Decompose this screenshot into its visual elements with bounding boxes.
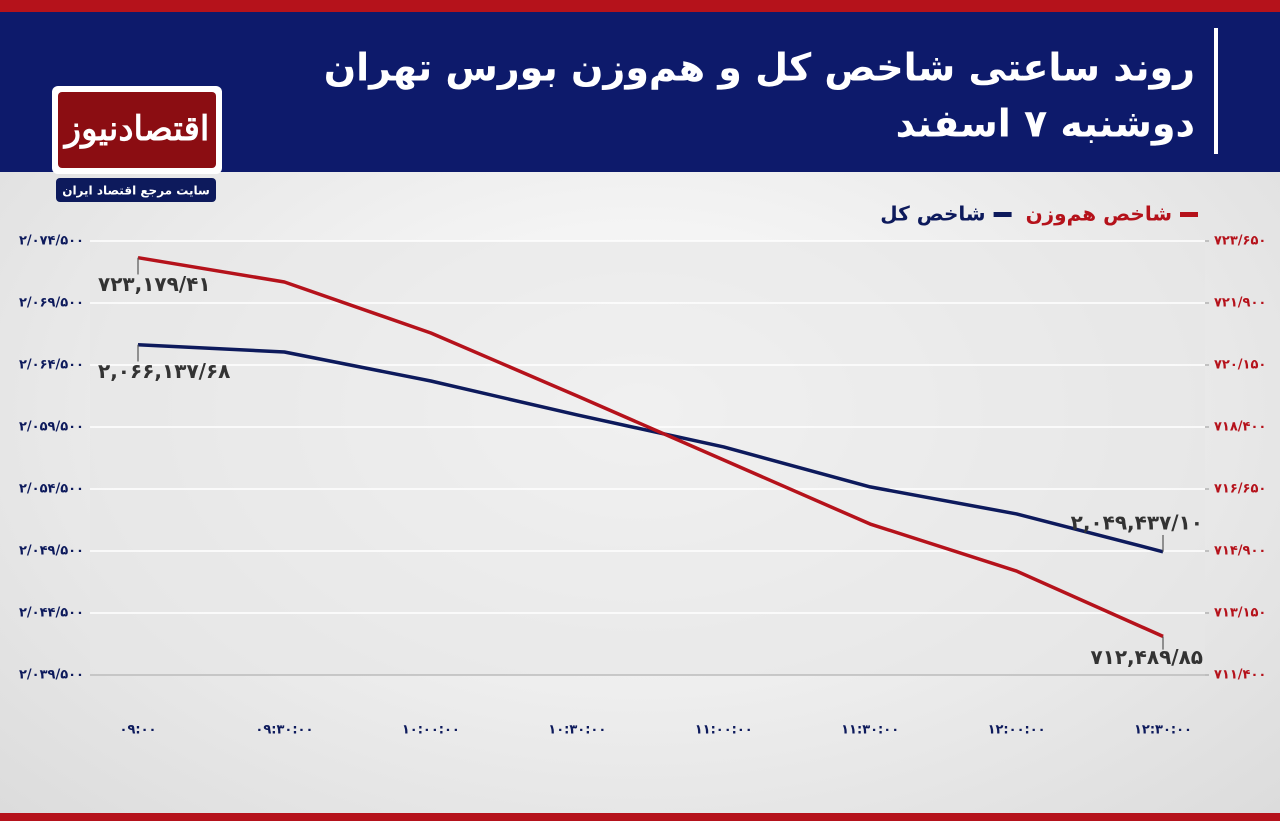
y2-tick-label: ۷۱۸/۴۰۰ xyxy=(1214,420,1266,435)
series-line xyxy=(137,342,1164,554)
x-tick-label: ۰۹:۳۰:۰۰ xyxy=(255,723,313,738)
y2-tick-label: ۷۲۳/۶۵۰ xyxy=(1214,234,1266,249)
x-tick-label: ۱۲:۰۰:۰۰ xyxy=(988,723,1046,738)
x-tick-label: ۰۹:۰۰ xyxy=(120,723,157,738)
y-tick-label: ۲/۰۷۴/۵۰۰ xyxy=(19,234,84,249)
value-label: ۲,۰۶۶,۱۳۷/۶۸ xyxy=(98,359,230,383)
y2-tick-label: ۷۱۶/۶۵۰ xyxy=(1214,482,1266,497)
x-tick-label: ۱۱:۳۰:۰۰ xyxy=(841,723,899,738)
y-tick-label: ۲/۰۴۴/۵۰۰ xyxy=(19,606,84,621)
y-tick-label: ۲/۰۵۴/۵۰۰ xyxy=(19,482,84,497)
x-tick-label: ۱۰:۳۰:۰۰ xyxy=(548,723,606,738)
plot-area xyxy=(90,241,1205,675)
value-label: ۷۲۳,۱۷۹/۴۱ xyxy=(98,272,211,296)
bottom-bar xyxy=(0,813,1280,821)
legend-label: شاخص کل xyxy=(880,202,985,226)
logo-tag-box xyxy=(56,178,216,202)
chart-title: روند ساعتی شاخص کل و هم‌وزن بورس تهران xyxy=(324,46,1195,91)
y-tick-label: ۲/۰۳۹/۵۰۰ xyxy=(19,668,84,683)
y-tick-label: ۲/۰۴۹/۵۰۰ xyxy=(19,544,84,559)
x-tick-label: ۱۰:۰۰:۰۰ xyxy=(402,723,460,738)
series-line xyxy=(137,255,1164,638)
y2-tick-label: ۷۱۳/۱۵۰ xyxy=(1214,606,1266,621)
y-tick-label: ۲/۰۵۹/۵۰۰ xyxy=(19,420,84,435)
legend-swatch xyxy=(993,212,1012,217)
y2-tick-label: ۷۱۱/۴۰۰ xyxy=(1214,668,1266,683)
legend-swatch xyxy=(1180,212,1198,217)
y-tick-label: ۲/۰۶۹/۵۰۰ xyxy=(19,296,84,311)
y2-tick-label: ۷۲۰/۱۵۰ xyxy=(1214,358,1266,373)
x-tick-label: ۱۱:۰۰:۰۰ xyxy=(695,723,753,738)
value-label: ۲,۰۴۹,۴۳۷/۱۰ xyxy=(1071,510,1203,534)
x-tick-label: ۱۲:۳۰:۰۰ xyxy=(1134,723,1192,738)
plot: ۲/۰۳۹/۵۰۰ ۲/۰۴۴/۵۰۰ ۲/۰۴۹/۵۰۰ ۲/۰۵۴/۵۰۰ ۲/۰۵… xyxy=(19,202,1266,738)
logo-name: اقتصادنیوز xyxy=(63,109,210,149)
chart-subtitle: دوشنبه ۷ اسفند xyxy=(896,102,1195,147)
y2-tick-label: ۷۱۴/۹۰۰ xyxy=(1214,544,1266,559)
logo-tagline: سایت مرجع اقتصاد ایران xyxy=(62,184,210,198)
y2-tick-label: ۷۲۱/۹۰۰ xyxy=(1214,296,1266,311)
logo-box xyxy=(58,92,216,168)
y-tick-label: ۲/۰۶۴/۵۰۰ xyxy=(19,358,84,373)
legend-label: شاخص هم‌وزن xyxy=(1026,202,1172,226)
header-divider xyxy=(1214,28,1218,154)
value-label: ۷۱۲,۴۸۹/۸۵ xyxy=(1090,645,1203,669)
top-bar xyxy=(0,0,1280,12)
